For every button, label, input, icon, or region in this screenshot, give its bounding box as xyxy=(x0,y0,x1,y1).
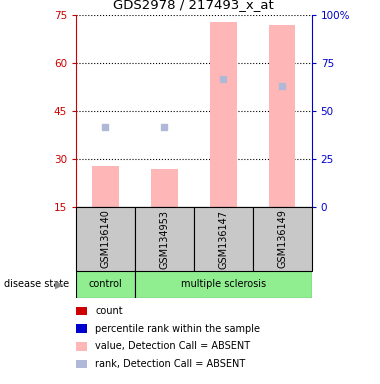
Text: GSM136147: GSM136147 xyxy=(218,210,228,268)
Text: GSM136149: GSM136149 xyxy=(277,210,287,268)
Bar xyxy=(194,207,253,271)
Bar xyxy=(76,207,135,271)
Bar xyxy=(135,271,312,298)
Title: GDS2978 / 217493_x_at: GDS2978 / 217493_x_at xyxy=(113,0,274,12)
Bar xyxy=(135,207,194,271)
Text: GSM136140: GSM136140 xyxy=(100,210,111,268)
Text: count: count xyxy=(95,306,123,316)
Bar xyxy=(269,25,295,207)
Text: value, Detection Call = ABSENT: value, Detection Call = ABSENT xyxy=(95,341,250,351)
Text: rank, Detection Call = ABSENT: rank, Detection Call = ABSENT xyxy=(95,359,245,369)
Text: disease state: disease state xyxy=(4,279,69,289)
Text: control: control xyxy=(89,279,122,289)
Text: multiple sclerosis: multiple sclerosis xyxy=(180,279,266,289)
Text: GSM134953: GSM134953 xyxy=(159,210,169,268)
Bar xyxy=(92,166,119,207)
Text: ▶: ▶ xyxy=(55,279,63,289)
Text: percentile rank within the sample: percentile rank within the sample xyxy=(95,324,260,334)
Bar xyxy=(76,271,135,298)
Bar xyxy=(151,169,177,207)
Bar xyxy=(210,22,236,207)
Bar xyxy=(253,207,312,271)
